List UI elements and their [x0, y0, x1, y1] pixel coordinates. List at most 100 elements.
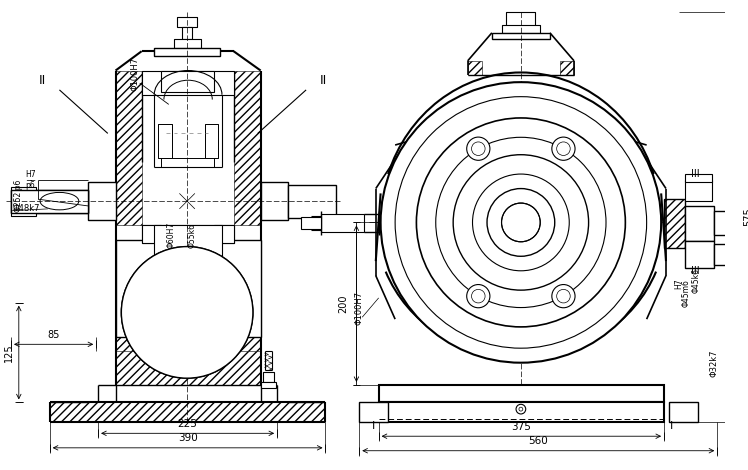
Bar — [685, 206, 699, 241]
Bar — [50, 402, 325, 422]
Circle shape — [381, 82, 661, 363]
Bar — [206, 243, 222, 272]
Bar — [714, 211, 748, 235]
Bar — [11, 187, 36, 216]
Bar — [88, 182, 98, 220]
Bar — [158, 124, 171, 157]
Circle shape — [121, 247, 253, 378]
Bar — [359, 402, 388, 422]
Text: Φ252 р6: Φ252 р6 — [14, 180, 23, 212]
Circle shape — [471, 142, 485, 156]
Bar — [664, 199, 685, 248]
Text: Φ45k6: Φ45k6 — [691, 268, 700, 293]
Circle shape — [453, 155, 589, 290]
Bar — [263, 372, 275, 382]
Bar — [321, 214, 364, 232]
Bar — [260, 182, 270, 220]
Bar — [11, 189, 88, 213]
Bar — [115, 70, 141, 225]
Circle shape — [519, 407, 523, 411]
Circle shape — [501, 203, 540, 242]
Text: 85: 85 — [47, 329, 60, 340]
Bar — [141, 225, 233, 243]
Text: Φ60Н7: Φ60Н7 — [166, 222, 175, 248]
Bar — [685, 241, 699, 268]
Bar — [141, 70, 161, 95]
Text: ──: ── — [25, 175, 35, 184]
Bar — [378, 385, 664, 402]
Bar — [174, 39, 200, 48]
Text: 225: 225 — [178, 419, 197, 429]
Text: Φ100Н7: Φ100Н7 — [355, 290, 364, 325]
Bar — [468, 61, 482, 75]
Bar — [158, 124, 171, 157]
Bar — [214, 225, 233, 243]
Circle shape — [473, 174, 569, 271]
Bar — [685, 206, 714, 241]
Bar — [263, 372, 275, 382]
Bar — [492, 33, 550, 39]
Text: 390: 390 — [178, 433, 197, 443]
Bar — [501, 25, 540, 33]
Bar — [378, 385, 664, 402]
Circle shape — [436, 137, 606, 307]
Bar — [233, 70, 260, 225]
Bar — [214, 225, 233, 245]
Bar — [214, 70, 233, 95]
Bar — [141, 70, 233, 95]
Bar — [88, 182, 115, 220]
Circle shape — [156, 282, 218, 344]
Bar — [11, 189, 88, 213]
Text: Φ55k6: Φ55k6 — [188, 222, 197, 248]
Text: Н7: Н7 — [25, 170, 36, 179]
Bar — [301, 217, 321, 229]
Bar — [141, 225, 161, 245]
Circle shape — [395, 97, 646, 348]
Bar — [669, 402, 698, 422]
Text: III: III — [691, 169, 700, 179]
Bar — [177, 17, 197, 27]
Circle shape — [516, 404, 526, 414]
Circle shape — [552, 284, 575, 308]
Circle shape — [417, 118, 625, 327]
Bar — [154, 48, 220, 56]
Bar — [204, 124, 218, 157]
Text: Φ100Н7: Φ100Н7 — [130, 56, 139, 91]
Bar — [260, 382, 276, 388]
Circle shape — [121, 247, 253, 378]
Bar — [233, 337, 260, 385]
Bar — [154, 48, 220, 56]
Circle shape — [557, 142, 570, 156]
Bar — [685, 180, 712, 201]
Text: Φ45m6: Φ45m6 — [682, 279, 691, 307]
Circle shape — [137, 262, 237, 363]
Bar — [183, 27, 192, 39]
Text: III: III — [691, 266, 700, 276]
Bar — [685, 241, 714, 268]
Circle shape — [467, 137, 490, 160]
Bar — [115, 351, 260, 385]
Bar — [235, 240, 260, 337]
Circle shape — [471, 290, 485, 303]
Text: 560: 560 — [528, 436, 548, 446]
Text: Φ48k7: Φ48k7 — [13, 204, 40, 213]
Bar — [560, 61, 574, 75]
Bar — [378, 402, 664, 422]
Text: 200: 200 — [338, 294, 348, 313]
Bar — [177, 17, 197, 27]
Bar — [115, 337, 141, 385]
Bar — [183, 27, 192, 39]
Circle shape — [557, 290, 570, 303]
Bar — [664, 199, 685, 248]
Bar — [506, 13, 536, 27]
Text: 125: 125 — [4, 343, 14, 362]
Bar — [378, 402, 664, 422]
Bar — [161, 70, 214, 92]
Circle shape — [467, 284, 490, 308]
Bar — [685, 180, 712, 201]
Text: II: II — [320, 74, 327, 87]
Circle shape — [487, 188, 555, 256]
Bar — [106, 182, 115, 220]
Circle shape — [552, 137, 575, 160]
Bar — [288, 185, 336, 218]
